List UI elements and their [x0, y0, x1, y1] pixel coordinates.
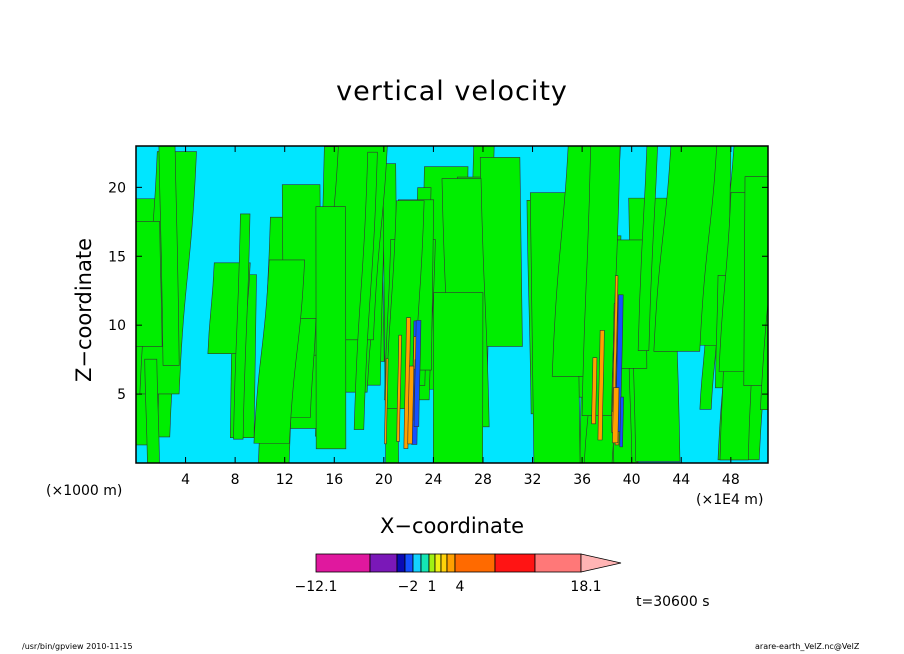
y-axis: 5 10 15 20	[108, 180, 768, 403]
velocity-field	[125, 146, 768, 463]
x-unit-label-left: (×1000 m)	[46, 483, 123, 499]
x-tick-label: 32	[524, 472, 542, 488]
colorbar-segment	[494, 553, 536, 573]
x-tick-label: 8	[231, 472, 240, 488]
contour-band	[760, 299, 768, 410]
contour-band	[653, 146, 717, 352]
colorbar-segment	[434, 553, 442, 573]
colorbar-label: 4	[456, 579, 465, 595]
x-axis-label: X−coordinate	[380, 514, 524, 538]
colorbar-label: −12.1	[295, 579, 338, 595]
contour-band	[384, 358, 389, 445]
colorbar-segment	[440, 553, 448, 573]
x-tick-label: 36	[573, 472, 591, 488]
x-tick-label: 20	[375, 472, 393, 488]
contour-band	[597, 329, 605, 441]
x-tick-label: 4	[181, 472, 190, 488]
plot-frame	[135, 145, 769, 464]
y-tick-label: 20	[108, 180, 126, 196]
colorbar-segment	[369, 553, 398, 573]
colorbar-segment	[428, 553, 436, 573]
contour-band	[315, 206, 347, 450]
x-tick-label: 28	[474, 472, 492, 488]
contour-band	[743, 176, 768, 386]
contour-band	[612, 387, 620, 444]
contour-band	[158, 146, 180, 366]
contour-band	[125, 317, 132, 420]
contour-band	[637, 146, 658, 351]
x-tick-label: 40	[623, 472, 641, 488]
y-tick-label: 15	[108, 249, 126, 265]
colorbar: −12.1 −2 1 4 18.1	[295, 553, 622, 595]
contour-band	[433, 292, 484, 463]
colorbar-label: 1	[428, 579, 437, 595]
chart-title: vertical velocity	[336, 76, 568, 107]
colorbar-label: −2	[398, 579, 419, 595]
contour-band	[479, 157, 523, 347]
contour-band	[353, 151, 378, 430]
colorbar-segment	[534, 553, 582, 573]
colorbar-segment	[446, 553, 456, 573]
time-label: t=30600 s	[636, 594, 710, 610]
colorbar-segment	[454, 553, 496, 573]
x-axis: 4 8 12 16 20 24 28 32 36 40 44 48	[181, 146, 740, 488]
colorbar-segment	[396, 553, 406, 573]
x-unit-label-right: (×1E4 m)	[696, 492, 764, 508]
x-tick-label: 16	[325, 472, 343, 488]
contour-band	[253, 259, 305, 444]
x-tick-label: 48	[722, 472, 740, 488]
y-tick-label: 5	[117, 387, 126, 403]
contour-band	[591, 357, 598, 425]
contour-band	[396, 334, 402, 442]
contour-band	[233, 213, 251, 440]
colorbar-label: 18.1	[570, 579, 601, 595]
footer-right: arare-earth_VelZ.nc@VelZ	[755, 642, 860, 651]
colorbar-arrow	[580, 553, 622, 573]
x-tick-label: 24	[424, 472, 442, 488]
colorbar-segment	[420, 553, 430, 573]
contour-band	[413, 320, 422, 427]
contour-band	[144, 358, 160, 463]
contour-band	[136, 221, 163, 347]
colorbar-segment	[412, 553, 422, 573]
contour-band	[619, 396, 624, 448]
x-tick-label: 12	[276, 472, 294, 488]
colorbar-segment	[315, 553, 371, 573]
x-tick-label: 44	[672, 472, 690, 488]
contour-band	[612, 275, 619, 412]
footer-left: /usr/bin/gpview 2010-11-15	[22, 642, 133, 651]
y-tick-label: 10	[108, 318, 126, 334]
contour-band	[407, 365, 415, 445]
colorbar-segment	[404, 553, 414, 573]
